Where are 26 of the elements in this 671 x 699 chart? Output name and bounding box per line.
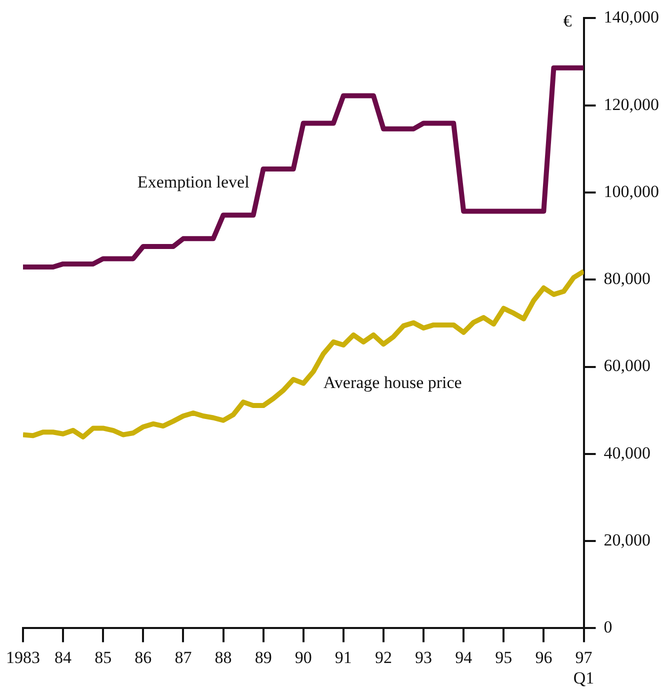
x-tick-label: 84 bbox=[54, 648, 72, 667]
x-tick-label: 1983 bbox=[6, 648, 40, 667]
x-tick-label: 88 bbox=[214, 648, 232, 667]
x-tick-label: 85 bbox=[94, 648, 112, 667]
x-tick-label: 89 bbox=[254, 648, 272, 667]
x-tick-label: 95 bbox=[495, 648, 512, 667]
y-tick-label: 100,000 bbox=[604, 182, 659, 201]
y-tick-label: 140,000 bbox=[604, 8, 659, 27]
y-tick-label: 40,000 bbox=[604, 443, 650, 462]
x-tick-label: 94 bbox=[455, 648, 473, 667]
series-label: Exemption level bbox=[137, 172, 250, 192]
y-tick-label: 120,000 bbox=[604, 94, 659, 114]
y-tick-label: 60,000 bbox=[604, 356, 650, 376]
x-tick-label: 93 bbox=[415, 648, 432, 667]
x-tick-label: 87 bbox=[174, 648, 192, 667]
y-tick-label: 0 bbox=[604, 618, 612, 637]
series-label: Average house price bbox=[323, 373, 462, 392]
x-tick-label: 92 bbox=[374, 648, 392, 667]
y-tick-label: 20,000 bbox=[604, 530, 650, 550]
x-tick-label: 96 bbox=[535, 648, 552, 667]
x-tick-label: 86 bbox=[134, 648, 152, 667]
x-tick-label: 91 bbox=[334, 648, 352, 667]
x-tick-label: 90 bbox=[294, 648, 312, 667]
x-tick-label: 97 Q1 bbox=[573, 648, 594, 688]
y-axis-title: € bbox=[563, 12, 572, 31]
y-tick-label: 80,000 bbox=[604, 269, 650, 288]
